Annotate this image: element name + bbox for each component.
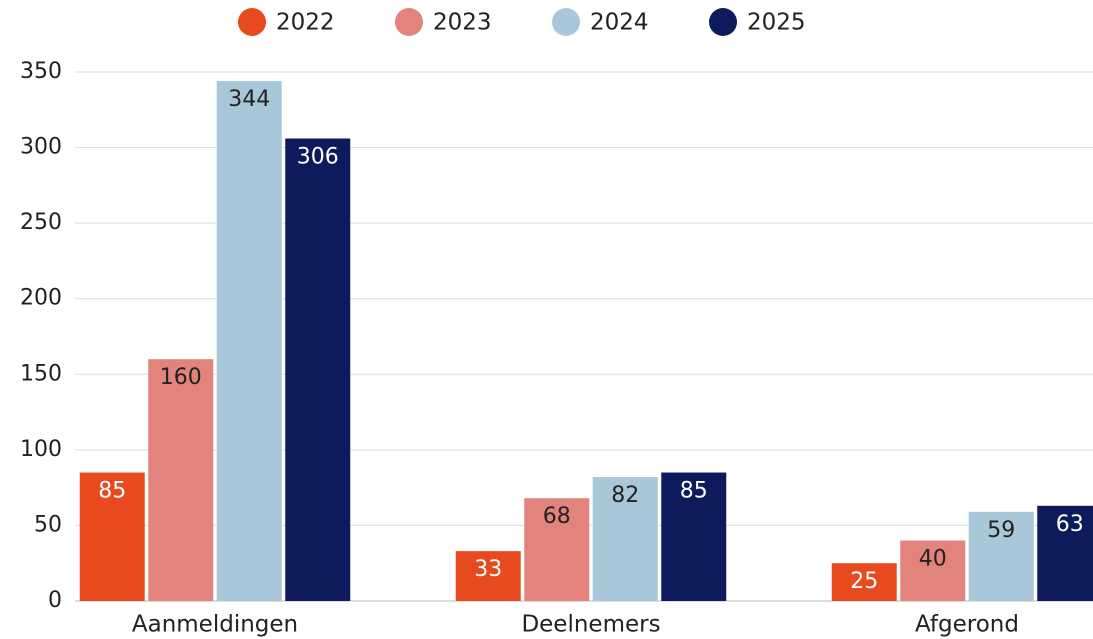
bar — [592, 477, 658, 601]
bar — [455, 551, 521, 601]
bar — [524, 498, 590, 601]
data-label: 160 — [160, 365, 202, 390]
legend-label: 2022 — [276, 10, 335, 36]
bar — [285, 138, 351, 601]
bar — [216, 81, 282, 601]
bar — [661, 472, 727, 601]
legend-swatch — [238, 8, 266, 36]
data-label: 59 — [987, 518, 1015, 543]
bar — [1037, 505, 1093, 601]
legend-label: 2025 — [747, 10, 806, 36]
data-label: 344 — [228, 87, 270, 112]
x-tick-label: Afgerond — [915, 612, 1019, 638]
bar — [148, 359, 214, 601]
data-label: 25 — [850, 569, 878, 594]
legend-swatch — [395, 8, 423, 36]
y-tick-label: 150 — [20, 361, 62, 386]
y-tick-label: 200 — [20, 286, 62, 311]
y-tick-label: 50 — [34, 512, 62, 537]
legend-swatch — [552, 8, 580, 36]
bar — [831, 563, 897, 601]
bar — [968, 511, 1034, 601]
data-label: 63 — [1056, 512, 1084, 537]
x-tick-label: Aanmeldingen — [132, 612, 298, 638]
data-label: 85 — [680, 479, 708, 504]
data-label: 40 — [919, 547, 947, 572]
data-label: 306 — [297, 145, 339, 170]
bar — [79, 472, 145, 601]
y-tick-label: 350 — [20, 59, 62, 84]
data-label: 82 — [611, 483, 639, 508]
data-label: 33 — [474, 557, 502, 582]
y-tick-label: 100 — [20, 437, 62, 462]
bar — [900, 540, 966, 601]
y-tick-label: 0 — [48, 588, 62, 613]
legend-label: 2023 — [433, 10, 492, 36]
data-label: 68 — [543, 504, 571, 529]
data-label: 85 — [98, 479, 126, 504]
legend-swatch — [709, 8, 737, 36]
y-tick-label: 300 — [20, 135, 62, 160]
x-tick-label: Deelnemers — [521, 612, 660, 638]
legend-label: 2024 — [590, 10, 649, 36]
y-tick-label: 250 — [20, 210, 62, 235]
